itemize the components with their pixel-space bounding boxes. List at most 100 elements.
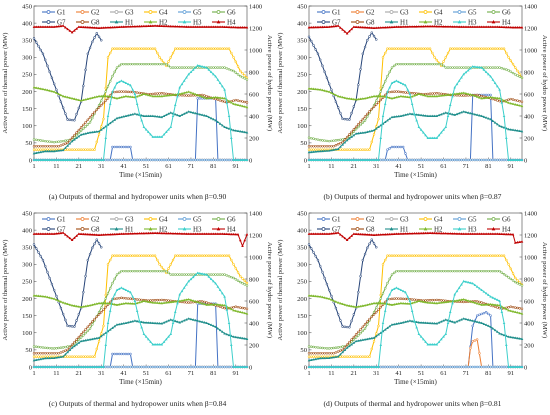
data-point (218, 66, 222, 69)
data-point (41, 357, 45, 360)
data-point (390, 254, 394, 258)
data-point (386, 158, 389, 162)
data-point (241, 76, 244, 79)
data-point (160, 115, 164, 119)
data-point (86, 338, 90, 341)
data-point (95, 140, 99, 144)
data-point (182, 232, 186, 235)
data-point (209, 254, 213, 258)
data-point (327, 356, 331, 359)
data-point (312, 44, 315, 47)
right-tick-label: 400 (249, 113, 260, 120)
legend-item-g3: G3 (110, 215, 134, 223)
data-point (135, 301, 139, 305)
data-point (232, 56, 235, 59)
data-point (169, 24, 173, 28)
data-point (52, 352, 56, 355)
legend-item-h1: H1 (110, 18, 134, 26)
data-point (243, 279, 246, 283)
x-tick-label: 51 (143, 163, 150, 170)
data-point (446, 51, 450, 55)
data-point (464, 254, 468, 258)
data-point (431, 24, 434, 28)
data-point (437, 92, 441, 95)
data-point (111, 326, 114, 329)
data-point (357, 131, 360, 135)
legend-label: H2 (159, 225, 168, 233)
data-point (316, 352, 320, 355)
data-point (511, 158, 515, 161)
data-point (431, 92, 434, 95)
data-point (236, 65, 240, 68)
data-point (131, 302, 134, 305)
legend-item-g6: G6 (487, 215, 511, 223)
data-point (37, 158, 40, 161)
data-point (90, 158, 94, 161)
data-point (379, 94, 383, 98)
data-point (182, 25, 186, 28)
data-point (182, 94, 186, 97)
data-point (86, 52, 90, 56)
x-tick-label: 51 (418, 370, 425, 377)
data-point (312, 251, 315, 254)
data-point (46, 356, 49, 360)
data-point (88, 97, 92, 100)
data-point (151, 92, 155, 96)
data-point (487, 47, 490, 51)
data-point (48, 158, 51, 161)
legend-label: H3 (468, 225, 477, 233)
data-point (426, 24, 430, 28)
data-point (395, 145, 398, 149)
data-point (120, 90, 123, 93)
data-point (113, 303, 117, 306)
data-point (424, 47, 427, 51)
data-point (431, 136, 434, 139)
data-point (442, 158, 445, 162)
data-point (174, 158, 177, 162)
legend-item-g7: G7 (317, 18, 341, 26)
data-point (234, 158, 238, 161)
data-point (404, 302, 407, 305)
data-point (469, 300, 472, 303)
legend-item-h4: H4 (212, 18, 236, 26)
data-point (97, 233, 101, 236)
data-point (366, 320, 369, 323)
data-point (487, 303, 490, 306)
data-point (41, 158, 45, 161)
data-point (70, 325, 74, 328)
legend-marker (321, 227, 326, 231)
data-point (392, 303, 396, 306)
left-axis-title: Active power of thermal power (MW) (2, 240, 9, 341)
data-point (502, 273, 506, 276)
data-point (471, 25, 474, 28)
data-point (462, 110, 466, 113)
data-point (106, 263, 110, 266)
data-point (392, 47, 396, 51)
data-point (147, 231, 150, 235)
data-point (200, 320, 204, 323)
data-point (70, 304, 74, 307)
data-point (370, 238, 374, 241)
data-point (480, 158, 483, 162)
data-point (334, 139, 338, 142)
data-point (437, 158, 441, 162)
data-point (368, 337, 371, 340)
data-point (43, 25, 47, 28)
data-point (307, 352, 311, 355)
data-point (113, 232, 117, 236)
right-tick-label: 600 (524, 298, 535, 305)
data-point (399, 269, 403, 273)
data-point (372, 133, 376, 136)
data-point (484, 269, 488, 273)
data-point (507, 335, 510, 338)
data-point (223, 306, 226, 310)
data-point (129, 320, 132, 323)
data-point (32, 359, 36, 362)
data-point (61, 143, 65, 146)
data-point (73, 119, 76, 122)
data-point (214, 282, 217, 285)
data-point (471, 232, 474, 235)
data-point (475, 338, 479, 341)
data-point (323, 25, 326, 29)
data-point (386, 148, 389, 151)
